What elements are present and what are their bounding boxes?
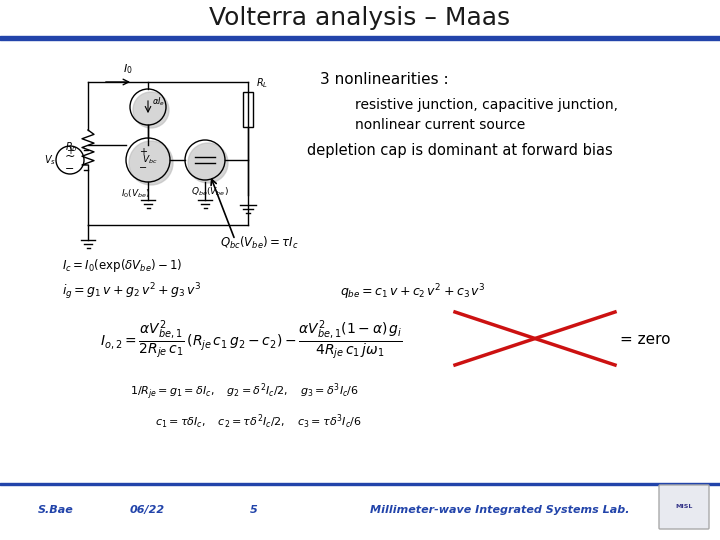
Text: 3 nonlinearities :: 3 nonlinearities : [320, 72, 449, 87]
Text: Millimeter-wave Integrated Systems Lab.: Millimeter-wave Integrated Systems Lab. [370, 505, 629, 515]
Text: $I_0$: $I_0$ [123, 62, 132, 76]
Text: ~: ~ [65, 150, 76, 163]
Text: $i_g = g_1\,v + g_2\,v^2 + g_3\,v^3$: $i_g = g_1\,v + g_2\,v^2 + g_3\,v^3$ [62, 282, 201, 302]
Text: Volterra analysis – Maas: Volterra analysis – Maas [210, 6, 510, 30]
Text: $R_b$: $R_b$ [66, 140, 78, 154]
Text: resistive junction, capacitive junction,: resistive junction, capacitive junction, [320, 98, 618, 112]
Text: nonlinear current source: nonlinear current source [320, 118, 526, 132]
Text: +: + [66, 146, 74, 156]
Text: depletion cap is dominant at forward bias: depletion cap is dominant at forward bia… [307, 143, 613, 158]
Text: $V_s$: $V_s$ [44, 153, 56, 167]
Text: 5: 5 [250, 505, 258, 515]
Circle shape [129, 141, 173, 185]
Text: $c_1 = \tau\delta I_c, \quad c_2 = \tau\delta^2 I_c/2, \quad c_3 = \tau\delta^3 : $c_1 = \tau\delta I_c, \quad c_2 = \tau\… [155, 413, 362, 431]
Text: $R_L$: $R_L$ [256, 76, 268, 90]
Text: $I_{o,2} = \dfrac{\alpha V_{be,1}^2}{2R_{je}\,c_1}\,(R_{je}\,c_1\,g_2 - c_2) - \: $I_{o,2} = \dfrac{\alpha V_{be,1}^2}{2R_… [100, 318, 403, 362]
FancyBboxPatch shape [659, 485, 709, 529]
Text: $Q_{bc}(V_{be}) = \tau I_c$: $Q_{bc}(V_{be}) = \tau I_c$ [220, 235, 299, 251]
Text: $Q_{be}(V_{be})$: $Q_{be}(V_{be})$ [191, 185, 229, 198]
Text: −: − [139, 163, 147, 173]
Text: 06/22: 06/22 [130, 505, 165, 515]
Circle shape [188, 143, 228, 183]
Circle shape [133, 92, 169, 128]
Text: $1/R_{je} = g_1 = \delta I_c, \quad g_2 = \delta^2 I_c/2, \quad g_3 = \delta^3 I: $1/R_{je} = g_1 = \delta I_c, \quad g_2 … [130, 381, 359, 402]
Bar [243, 92, 253, 127]
Text: $\alpha I_e$: $\alpha I_e$ [152, 96, 166, 108]
Text: $q_{be} = c_1\,v + c_2\,v^2 + c_3\,v^3$: $q_{be} = c_1\,v + c_2\,v^2 + c_3\,v^3$ [340, 282, 486, 302]
Text: $I_0(V_{be})$: $I_0(V_{be})$ [121, 187, 150, 199]
Text: $I_c = I_0(\exp(\delta V_{be}) - 1)$: $I_c = I_0(\exp(\delta V_{be}) - 1)$ [62, 256, 183, 273]
Text: = zero: = zero [620, 333, 670, 348]
Text: −: − [66, 164, 75, 174]
Text: S.Bae: S.Bae [38, 505, 73, 515]
Text: MISL: MISL [675, 504, 693, 510]
Text: $V_{bc}$: $V_{bc}$ [143, 154, 158, 166]
Text: +: + [139, 147, 147, 157]
